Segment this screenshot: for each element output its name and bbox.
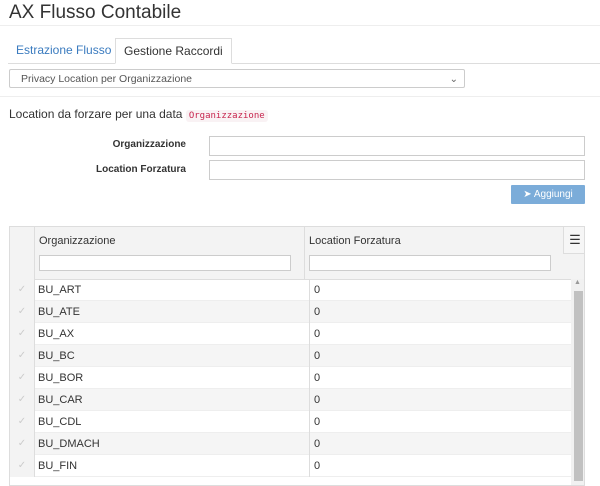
cell-location: 0 [309, 279, 320, 301]
scroll-up-icon[interactable]: ▲ [574, 279, 581, 286]
table-row[interactable]: ✓ BU_CAR 0 [10, 389, 571, 411]
loc-label: Location Forzatura [95, 164, 186, 175]
column-header-location[interactable]: Location Forzatura [304, 227, 563, 279]
cell-organizzazione: BU_ART [38, 284, 82, 296]
table-row[interactable]: ✓ BU_CDL 0 [10, 411, 571, 433]
column-title: Location Forzatura [309, 235, 401, 247]
row-check-icon[interactable]: ✓ [10, 411, 35, 433]
org-input[interactable] [209, 136, 585, 156]
cell-location: 0 [309, 301, 320, 323]
cell-organizzazione: BU_AX [38, 328, 75, 340]
cell-organizzazione: BU_FIN [38, 460, 78, 472]
add-button-label: Aggiungi [533, 189, 573, 200]
table-row[interactable]: ✓ BU_AX 0 [10, 323, 571, 345]
scrollbar[interactable]: ▲ [571, 279, 584, 485]
column-title: Organizzazione [39, 235, 116, 247]
cell-location: 0 [309, 433, 320, 455]
cell-location: 0 [309, 345, 320, 367]
send-icon: ➤ [523, 189, 532, 200]
row-check-icon[interactable]: ✓ [10, 389, 35, 411]
cell-organizzazione: BU_BOR [38, 372, 84, 384]
divider [0, 25, 600, 26]
table-row[interactable]: ✓ BU_ART 0 [10, 279, 571, 301]
data-grid: Organizzazione Location Forzatura ☰ ✓ BU_… [9, 226, 585, 486]
grid-menu-icon[interactable]: ☰ [563, 227, 584, 254]
filter-location[interactable] [309, 255, 551, 271]
row-check-icon[interactable]: ✓ [10, 279, 35, 301]
raccordo-select[interactable]: Privacy Location per Organizzazione ⌄ [9, 69, 465, 88]
table-row[interactable]: ✓ BU_BC 0 [10, 345, 571, 367]
row-check-icon[interactable]: ✓ [10, 345, 35, 367]
cell-location: 0 [309, 411, 320, 433]
scrollbar-thumb[interactable] [574, 291, 583, 481]
cell-organizzazione: BU_CAR [38, 394, 83, 406]
table-row[interactable]: ✓ BU_ATE 0 [10, 301, 571, 323]
row-check-icon[interactable]: ✓ [10, 433, 35, 455]
tab-divider [8, 63, 600, 64]
cell-organizzazione: BU_DMACH [38, 438, 100, 450]
row-check-icon[interactable]: ✓ [10, 301, 35, 323]
cell-location: 0 [309, 323, 320, 345]
intro-code: Organizzazione [185, 110, 268, 122]
divider [0, 96, 600, 97]
intro-text: Location da forzare per una data Organiz… [9, 106, 268, 124]
grid-header: Organizzazione Location Forzatura ☰ [10, 227, 584, 280]
cell-location: 0 [309, 389, 320, 411]
org-label: Organizzazione [112, 139, 186, 150]
row-check-icon[interactable]: ✓ [10, 455, 35, 477]
cell-organizzazione: BU_BC [38, 350, 75, 362]
cell-location: 0 [309, 367, 320, 389]
tab-estrazione-flusso[interactable]: Estrazione Flusso [16, 43, 112, 57]
cell-organizzazione: BU_CDL [38, 416, 82, 428]
row-check-icon[interactable]: ✓ [10, 323, 35, 345]
table-row[interactable]: ✓ BU_DMACH 0 [10, 433, 571, 455]
cell-location: 0 [309, 455, 320, 477]
column-header-organizzazione[interactable]: Organizzazione [34, 227, 305, 279]
select-value: Privacy Location per Organizzazione [21, 73, 193, 85]
table-row[interactable]: ✓ BU_BOR 0 [10, 367, 571, 389]
tab-gestione-raccordi[interactable]: Gestione Raccordi [115, 38, 232, 64]
chevron-down-icon: ⌄ [449, 74, 458, 85]
filter-organizzazione[interactable] [39, 255, 291, 271]
select-column-header [10, 227, 35, 279]
add-button[interactable]: ➤ Aggiungi [511, 185, 585, 204]
cell-organizzazione: BU_ATE [38, 306, 80, 318]
row-check-icon[interactable]: ✓ [10, 367, 35, 389]
page-title: AX Flusso Contabile [9, 2, 182, 23]
loc-input[interactable] [209, 160, 585, 180]
intro-label: Location da forzare per una data [9, 107, 183, 121]
